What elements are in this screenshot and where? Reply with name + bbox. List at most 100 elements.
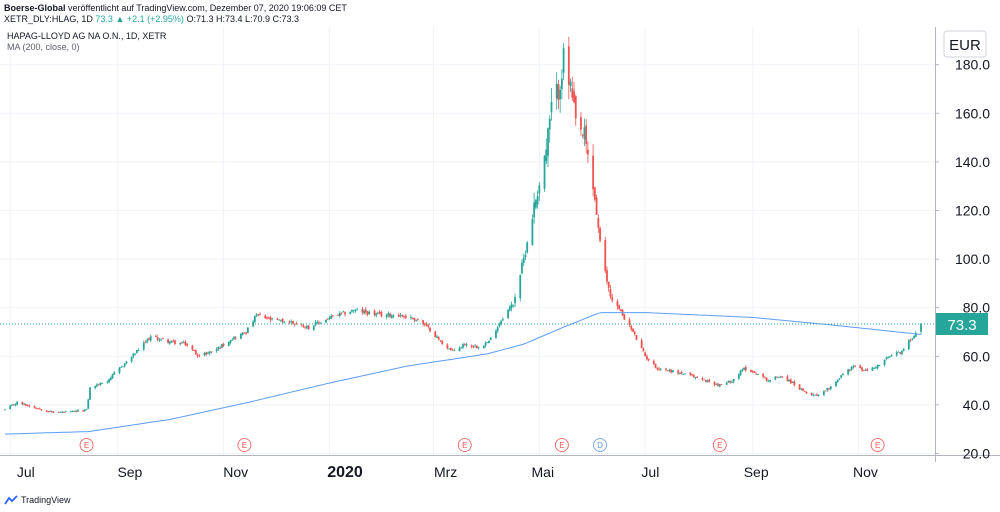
- candle-body[interactable]: [878, 365, 881, 366]
- candle-body[interactable]: [902, 348, 905, 351]
- candle-body[interactable]: [186, 344, 189, 346]
- earnings-marker[interactable]: [79, 438, 94, 452]
- candle-body[interactable]: [453, 350, 456, 352]
- candle-body[interactable]: [703, 379, 706, 381]
- candle-body[interactable]: [498, 323, 501, 327]
- earnings-marker[interactable]: [457, 438, 472, 452]
- candle-body[interactable]: [510, 304, 513, 308]
- candle-body[interactable]: [108, 379, 110, 383]
- candle-body[interactable]: [524, 254, 527, 258]
- candle-body[interactable]: [547, 128, 549, 156]
- candle-body[interactable]: [300, 323, 303, 325]
- candle-body[interactable]: [413, 318, 416, 321]
- candle-body[interactable]: [670, 369, 673, 373]
- candle-body[interactable]: [489, 337, 492, 341]
- candle-body[interactable]: [416, 318, 419, 320]
- candle-body[interactable]: [727, 380, 730, 383]
- candle-body[interactable]: [632, 328, 634, 332]
- candle-body[interactable]: [580, 117, 582, 130]
- earnings-marker[interactable]: [870, 438, 885, 452]
- candle-body[interactable]: [101, 383, 104, 384]
- candle-body[interactable]: [659, 369, 662, 371]
- candle-body[interactable]: [233, 336, 235, 340]
- candle-body[interactable]: [109, 377, 112, 380]
- candle-body[interactable]: [798, 384, 801, 390]
- candle-body[interactable]: [743, 367, 745, 370]
- candle-body[interactable]: [123, 363, 126, 367]
- candle-body[interactable]: [35, 407, 38, 409]
- candle-body[interactable]: [449, 347, 452, 350]
- candle-body[interactable]: [215, 349, 218, 352]
- candle-body[interactable]: [701, 378, 704, 380]
- candle-body[interactable]: [378, 311, 381, 314]
- candle-body[interactable]: [349, 311, 352, 314]
- candle-body[interactable]: [292, 321, 294, 324]
- candle-body[interactable]: [533, 202, 536, 218]
- candle-body[interactable]: [642, 348, 645, 352]
- candle-body[interactable]: [319, 322, 322, 324]
- candle-body[interactable]: [9, 405, 12, 410]
- candle-body[interactable]: [106, 381, 109, 383]
- currency-box[interactable]: [943, 30, 987, 58]
- dividend-marker[interactable]: [593, 438, 607, 452]
- candle-body[interactable]: [883, 360, 886, 365]
- candle-body[interactable]: [895, 352, 898, 356]
- candle-body[interactable]: [87, 399, 90, 409]
- candle-body[interactable]: [753, 371, 756, 373]
- candle-body[interactable]: [822, 391, 825, 396]
- candle-body[interactable]: [122, 366, 124, 368]
- candle-body[interactable]: [246, 327, 249, 334]
- candle-body[interactable]: [583, 127, 586, 140]
- candle-body[interactable]: [496, 327, 499, 332]
- candle-body[interactable]: [156, 337, 159, 340]
- candle-body[interactable]: [331, 315, 334, 317]
- candle-body[interactable]: [181, 342, 183, 344]
- candle-body[interactable]: [278, 319, 281, 321]
- candle-body[interactable]: [222, 343, 225, 346]
- candle-body[interactable]: [377, 312, 379, 314]
- candle-body[interactable]: [814, 394, 817, 396]
- candle-body[interactable]: [597, 217, 600, 228]
- candle-body[interactable]: [253, 315, 256, 323]
- candle-body[interactable]: [174, 340, 176, 344]
- candle-body[interactable]: [909, 339, 912, 341]
- candle-body[interactable]: [179, 342, 182, 345]
- candle-body[interactable]: [441, 340, 444, 344]
- candle-body[interactable]: [550, 101, 553, 113]
- candle-body[interactable]: [38, 408, 41, 410]
- candle-body[interactable]: [326, 318, 329, 320]
- candle-body[interactable]: [744, 367, 747, 371]
- candle-body[interactable]: [219, 347, 222, 349]
- candle-body[interactable]: [488, 340, 490, 344]
- candle-body[interactable]: [777, 377, 780, 379]
- candle-body[interactable]: [448, 348, 451, 350]
- candle-body[interactable]: [463, 344, 466, 346]
- candle-body[interactable]: [264, 315, 267, 319]
- candle-body[interactable]: [654, 363, 657, 368]
- candle-body[interactable]: [45, 410, 48, 412]
- candle-body[interactable]: [731, 381, 733, 383]
- candle-body[interactable]: [307, 325, 310, 329]
- author-name[interactable]: Boerse-Global: [4, 3, 66, 13]
- candle-body[interactable]: [229, 340, 232, 343]
- candle-body[interactable]: [208, 351, 211, 354]
- candle-body[interactable]: [495, 331, 497, 338]
- candle-body[interactable]: [776, 376, 778, 378]
- candle-body[interactable]: [144, 342, 147, 344]
- candle-body[interactable]: [781, 376, 784, 378]
- candle-body[interactable]: [75, 410, 78, 412]
- candle-body[interactable]: [234, 337, 237, 339]
- candle-body[interactable]: [484, 342, 487, 346]
- candle-body[interactable]: [678, 372, 681, 374]
- candle-body[interactable]: [689, 372, 692, 375]
- candle-body[interactable]: [684, 373, 686, 375]
- candle-body[interactable]: [397, 315, 400, 317]
- candle-body[interactable]: [793, 381, 796, 386]
- candle-body[interactable]: [470, 345, 473, 347]
- candle-body[interactable]: [526, 242, 529, 253]
- candle-body[interactable]: [137, 350, 140, 351]
- candle-body[interactable]: [135, 349, 138, 353]
- candle-body[interactable]: [279, 319, 282, 321]
- candle-body[interactable]: [373, 310, 376, 315]
- candle-body[interactable]: [791, 381, 794, 383]
